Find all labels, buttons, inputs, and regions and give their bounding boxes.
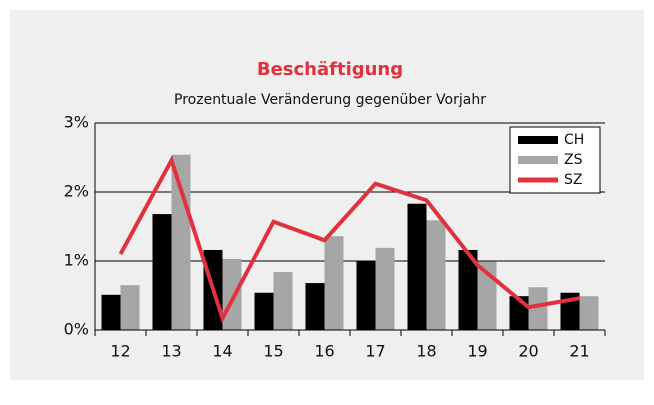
bar xyxy=(324,236,344,330)
x-tick-label: 19 xyxy=(467,342,487,361)
x-tick-label: 17 xyxy=(365,342,385,361)
bar xyxy=(375,247,395,330)
legend-label: ZS xyxy=(564,152,583,168)
y-tick-label: 2% xyxy=(64,182,89,201)
bar xyxy=(305,283,325,330)
bar xyxy=(101,294,121,330)
legend-label: SZ xyxy=(564,172,582,188)
y-tick-label: 3% xyxy=(64,113,89,132)
bar xyxy=(273,272,293,330)
x-tick-label: 21 xyxy=(569,342,589,361)
bar xyxy=(528,287,548,330)
x-tick-label: 15 xyxy=(263,342,283,361)
bar xyxy=(152,214,172,330)
bar xyxy=(356,261,376,330)
bar xyxy=(426,220,446,330)
chart-title: Beschäftigung xyxy=(257,59,403,80)
legend-label: CH xyxy=(564,132,584,148)
x-tick-label: 16 xyxy=(314,342,334,361)
bar xyxy=(407,203,427,330)
legend-swatch xyxy=(518,136,558,144)
y-tick-label: 1% xyxy=(64,251,89,270)
bar xyxy=(171,154,191,330)
bar xyxy=(254,292,274,330)
x-tick-label: 13 xyxy=(161,342,181,361)
y-tick-label: 0% xyxy=(64,320,89,339)
bar xyxy=(222,258,242,330)
bar xyxy=(120,285,140,330)
bar xyxy=(458,249,478,330)
x-tick-label: 14 xyxy=(212,342,232,361)
x-tick-label: 18 xyxy=(416,342,436,361)
x-tick-label: 20 xyxy=(518,342,538,361)
legend-swatch xyxy=(518,156,558,164)
chart-subtitle: Prozentuale Veränderung gegenüber Vorjah… xyxy=(174,92,486,108)
line xyxy=(118,155,580,324)
x-tick-label: 12 xyxy=(110,342,130,361)
bar xyxy=(579,296,599,330)
